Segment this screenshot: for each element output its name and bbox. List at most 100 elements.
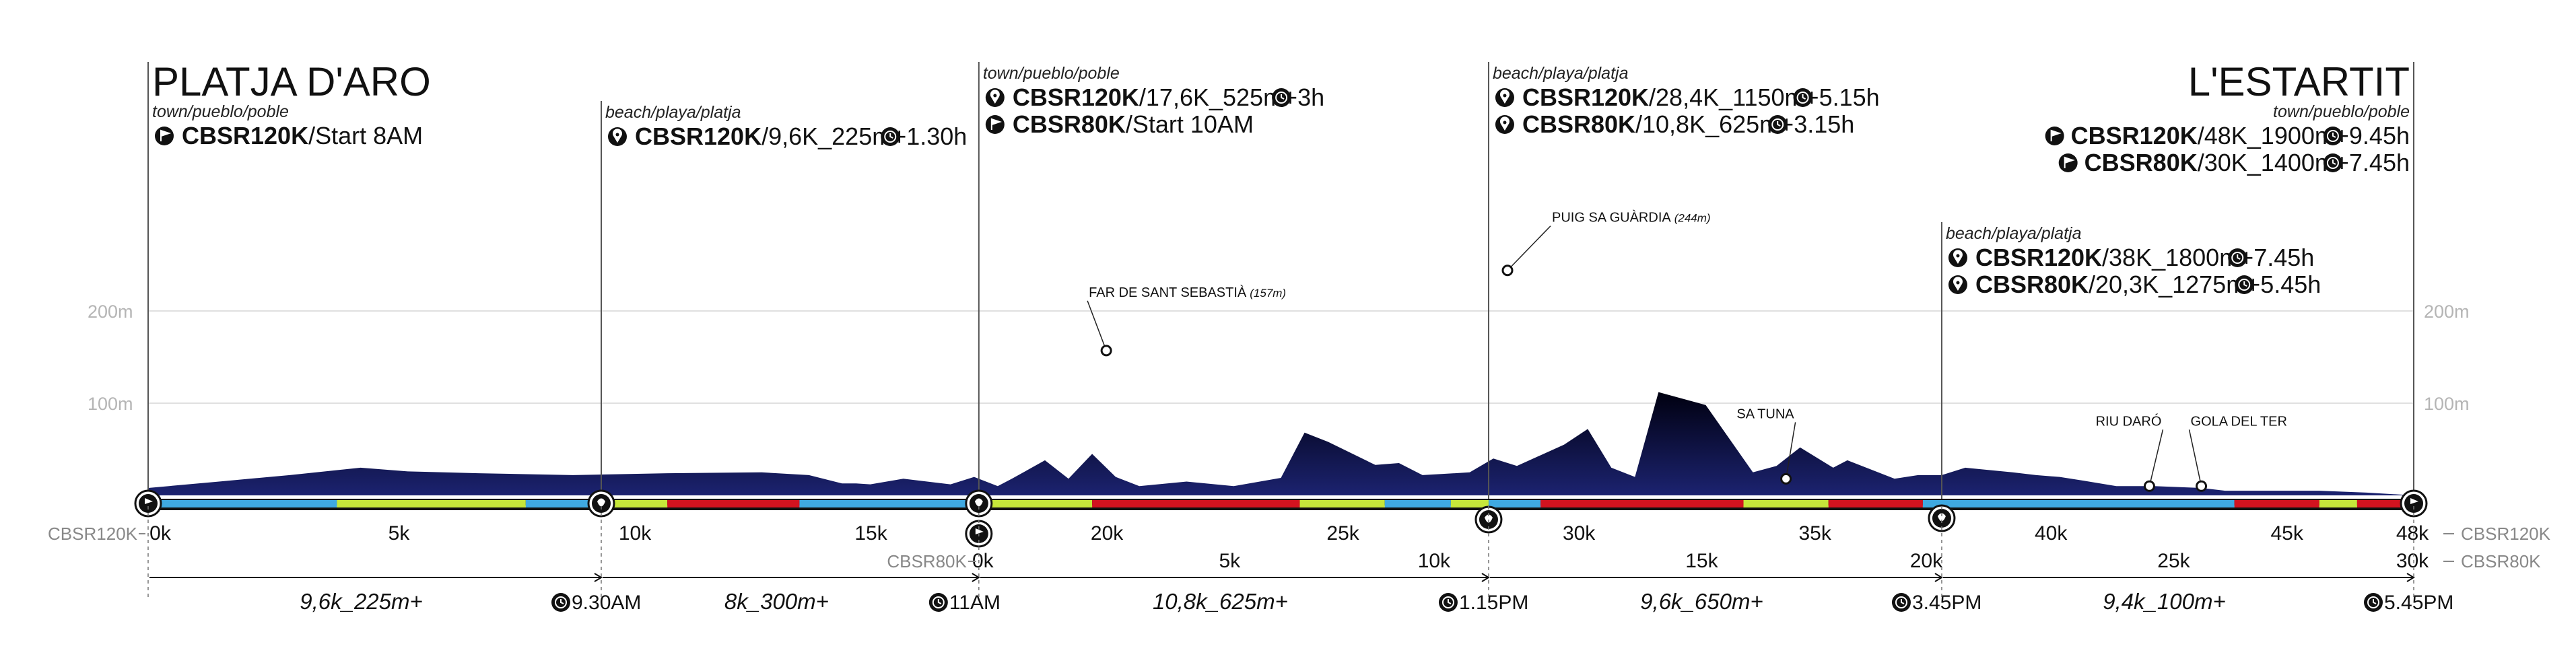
stations-layer: PLATJA D'AROtown/pueblo/pobleCBSR120K/St… xyxy=(147,59,2414,502)
color-segment xyxy=(601,500,668,507)
color-segment xyxy=(148,500,337,507)
color-segment xyxy=(2357,500,2414,507)
km-tick-label: 30k xyxy=(1563,522,1596,545)
station-info-text: CBSR120K/Start 8AM xyxy=(182,122,423,149)
race-name: CBSR120K xyxy=(635,122,761,150)
race-detail: /20,3K_1275m+ xyxy=(2089,271,2260,298)
km-tick-label: 10k xyxy=(619,522,652,545)
flag-icon-bg xyxy=(985,115,1005,134)
segment-arrowhead xyxy=(1481,573,1490,582)
station-info-row: CBSR120K/28,4K_1150m+5.15h xyxy=(1495,83,1880,111)
race-detail: /28,4K_1150m+ xyxy=(1649,83,1819,111)
flag-icon xyxy=(155,127,174,145)
clock-icon xyxy=(2235,275,2254,294)
color-segment xyxy=(1922,500,2235,507)
clock-hands xyxy=(2243,281,2247,287)
station-title: L'ESTARTIT xyxy=(2188,59,2410,104)
location-pin-icon xyxy=(985,88,1005,107)
race-name: CBSR80K xyxy=(1522,110,1635,138)
race-time: 9.45h xyxy=(2349,122,2410,149)
km-tick-label: 35k xyxy=(1798,522,1831,545)
flag-shape xyxy=(2064,156,2075,168)
color-bar-layer xyxy=(141,499,2420,510)
clock-face xyxy=(2326,157,2339,169)
clock-icon xyxy=(1891,593,1911,612)
km-tick-label-80k: 25k xyxy=(2157,550,2190,572)
color-segment xyxy=(2234,500,2319,507)
clock-icon xyxy=(928,593,948,612)
segment-distance-label: 9,4k_100m+ xyxy=(2103,589,2226,614)
pin-hole xyxy=(1956,281,1960,285)
station-info-row: CBSR80K/30K_1400m+7.45h xyxy=(2058,149,2410,176)
station-info-text: CBSR80K/20,3K_1275m+5.45h xyxy=(1975,271,2321,298)
segment-arrowhead xyxy=(972,573,980,582)
race-name: CBSR120K xyxy=(2071,122,2198,149)
clock-hands xyxy=(889,133,893,139)
race-name: CBSR120K xyxy=(1522,83,1649,111)
clock-face xyxy=(1442,596,1454,608)
clock-icon xyxy=(2323,153,2342,172)
aid-station-icon xyxy=(1928,504,1956,532)
clock-hands xyxy=(1777,121,1781,127)
elevation-area xyxy=(148,392,2414,495)
race-name: CBSR120K xyxy=(1975,244,2102,271)
race-detail: /Start 8AM xyxy=(308,122,423,149)
race-time: 1.30h xyxy=(906,122,967,150)
clock-face xyxy=(2231,252,2244,264)
race-name: CBSR80K xyxy=(2084,149,2198,176)
station-subtitle: beach/playa/platja xyxy=(605,103,741,122)
segment-end-time: 9.30AM xyxy=(572,592,641,614)
clock-icon xyxy=(1793,88,1812,107)
clock-hands xyxy=(2237,254,2241,260)
flag-shape xyxy=(975,528,984,539)
location-pin-icon xyxy=(608,127,627,146)
clock-icon xyxy=(2323,127,2342,145)
km-tick-label: 48k xyxy=(2396,522,2429,545)
peak-leader xyxy=(1087,300,1107,351)
peak-marker xyxy=(1100,345,1112,357)
km-tick-label: 5k xyxy=(388,522,411,545)
station-info-text: CBSR120K/48K_1900m+9.45h xyxy=(2071,122,2410,149)
color-segment xyxy=(978,500,1093,507)
km-tick-label-80k: 10k xyxy=(1418,550,1451,572)
segment-distance-label: 8k_300m+ xyxy=(724,589,829,614)
segment-distance-label: 10,8k_625m+ xyxy=(1153,589,1288,614)
race-name: CBSR80K xyxy=(1013,110,1126,138)
km-tick-label: 15k xyxy=(854,522,887,545)
km-tick-label: 0k xyxy=(149,522,172,545)
segment-distance-label: 9,6k_650m+ xyxy=(1640,589,1763,614)
peak-name: PUIG SA GUÀRDIA xyxy=(1552,210,1671,225)
km-tick-label: 20k xyxy=(1091,522,1124,545)
pin-hole xyxy=(1503,120,1507,125)
station-info-row: CBSR120K/48K_1900m+9.45h xyxy=(2045,122,2410,149)
clock-icon xyxy=(1438,593,1458,612)
station-subtitle: town/pueblo/poble xyxy=(152,102,289,121)
start-flag-icon-fill xyxy=(139,494,158,513)
station-info-text: CBSR120K/28,4K_1150m+5.15h xyxy=(1522,83,1880,111)
grid-label-right: 200m xyxy=(2424,302,2470,322)
peak-leader xyxy=(2188,429,2202,487)
station-info-row: CBSR80K/20,3K_1275m+5.45h xyxy=(1948,271,2321,298)
peak-marker xyxy=(1501,265,1514,277)
color-segment xyxy=(337,500,526,507)
grid-layer: 100m 100m 200m 200m xyxy=(88,302,2470,414)
flag-shape xyxy=(2410,498,2418,509)
clock-hands xyxy=(1802,94,1806,100)
pin-hole xyxy=(615,133,619,137)
flag-icon xyxy=(2058,153,2078,172)
race-detail: /17,6K_525m+ xyxy=(1139,83,1297,111)
flag-shape xyxy=(990,118,1002,130)
segment-end-time: 1.15PM xyxy=(1459,592,1528,614)
clock-hands xyxy=(937,599,942,604)
grid-label-left: 100m xyxy=(88,394,133,414)
race-detail: /Start 10AM xyxy=(1126,110,1254,138)
clock-icon xyxy=(1272,88,1291,107)
race-time: 3.15h xyxy=(1794,110,1854,138)
color-segment xyxy=(1540,500,1744,507)
axis-label-120k-left: CBSR120K xyxy=(48,524,138,544)
color-segment xyxy=(1743,500,1829,507)
location-pin-icon xyxy=(1948,275,1967,294)
segment-distance-label: 9,6k_225m+ xyxy=(300,589,423,614)
race-name: CBSR120K xyxy=(1013,83,1139,111)
